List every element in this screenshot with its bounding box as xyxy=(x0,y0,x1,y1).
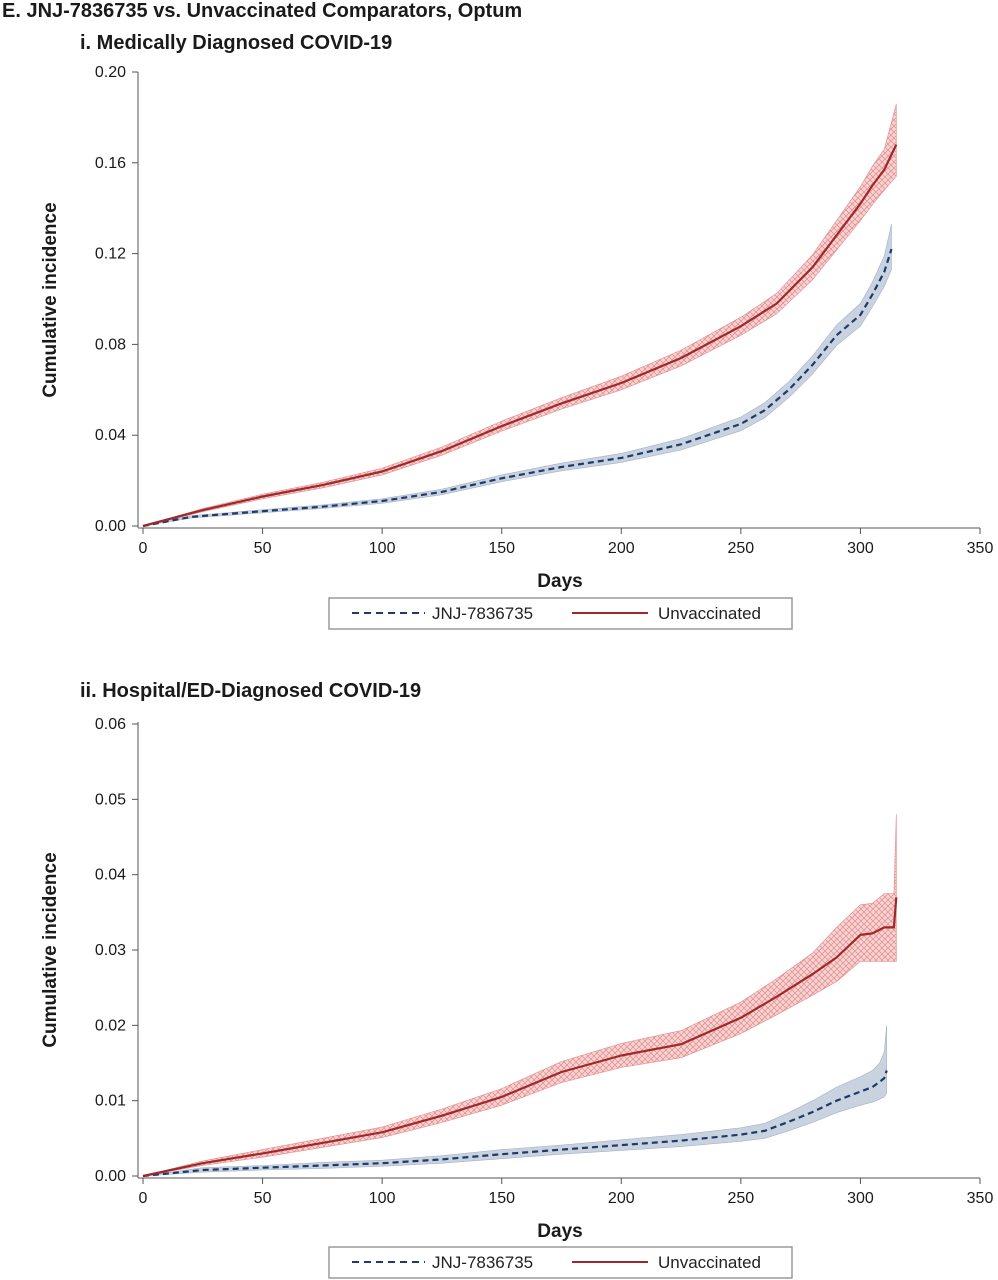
x-tick-label: 50 xyxy=(254,540,272,557)
x-axis-title: Days xyxy=(537,1221,582,1242)
y-ticks: 0.00 0.04 0.08 0.12 0.16 0.20 xyxy=(95,64,138,535)
y-tick-label: 0.08 xyxy=(95,336,126,353)
y-tick-label: 0.04 xyxy=(95,427,126,444)
x-tick-label: 100 xyxy=(369,540,396,557)
y-tick-label: 0.12 xyxy=(95,246,126,263)
legend-label-jnj: JNJ-7836735 xyxy=(432,604,533,623)
legend-label-unvaccinated: Unvaccinated xyxy=(658,1253,761,1272)
y-tick-label: 0.02 xyxy=(95,1017,126,1034)
legend-label-jnj: JNJ-7836735 xyxy=(432,1253,533,1272)
jnj-confidence-band xyxy=(142,1025,887,1177)
unvaccinated-confidence-band xyxy=(142,814,897,1177)
y-tick-label: 0.16 xyxy=(95,155,126,172)
y-tick-label: 0.00 xyxy=(95,518,126,535)
x-tick-label: 0 xyxy=(139,1190,148,1207)
y-axis-title: Cumulative incidence xyxy=(40,852,61,1047)
x-tick-label: 0 xyxy=(139,540,148,557)
x-tick-label: 50 xyxy=(254,1190,272,1207)
x-tick-label: 350 xyxy=(967,1190,994,1207)
jnj-confidence-band xyxy=(142,224,892,527)
confidence-bands xyxy=(142,814,897,1177)
y-axis-title: Cumulative incidence xyxy=(40,202,61,397)
panel-1-title: i. Medically Diagnosed COVID-19 xyxy=(80,32,393,54)
x-ticks: 0 50 100 150 200 250 300 350 xyxy=(139,1178,994,1207)
unvaccinated-series-line xyxy=(142,897,898,1178)
x-tick-label: 200 xyxy=(608,540,635,557)
x-tick-label: 200 xyxy=(608,1190,635,1207)
confidence-bands xyxy=(142,103,897,527)
unvaccinated-series-line xyxy=(142,144,898,528)
y-tick-label: 0.03 xyxy=(95,942,126,959)
legend: JNJ-7836735 Unvaccinated xyxy=(328,597,793,630)
y-tick-label: 0.20 xyxy=(95,64,126,81)
series-lines xyxy=(142,144,898,528)
figure-title: E. JNJ-7836735 vs. Unvaccinated Comparat… xyxy=(2,0,523,22)
y-tick-label: 0.01 xyxy=(95,1093,126,1110)
x-tick-label: 300 xyxy=(847,540,874,557)
x-tick-label: 350 xyxy=(967,540,994,557)
panel-2-title: ii. Hospital/ED-Diagnosed COVID-19 xyxy=(80,680,422,702)
axes xyxy=(137,72,980,529)
x-tick-label: 250 xyxy=(728,540,755,557)
y-tick-label: 0.00 xyxy=(95,1168,126,1185)
unvaccinated-confidence-band xyxy=(142,103,897,527)
legend-label-unvaccinated: Unvaccinated xyxy=(658,604,761,623)
panel-1-chart: 0.00 0.04 0.08 0.12 0.16 0.20 0 50 100 150 200 250… xyxy=(40,64,994,630)
y-tick-label: 0.04 xyxy=(95,867,126,884)
x-ticks: 0 50 100 150 200 250 300 350 xyxy=(139,528,994,557)
x-tick-label: 100 xyxy=(369,1190,396,1207)
y-tick-label: 0.06 xyxy=(95,716,126,733)
x-tick-label: 150 xyxy=(488,540,515,557)
x-tick-label: 150 xyxy=(488,1190,515,1207)
x-axis-title: Days xyxy=(537,571,582,592)
series-lines xyxy=(142,897,898,1178)
y-tick-label: 0.05 xyxy=(95,791,126,808)
jnj-series-line xyxy=(142,248,893,528)
x-tick-label: 300 xyxy=(847,1190,874,1207)
x-tick-label: 250 xyxy=(728,1190,755,1207)
y-ticks: 0.00 0.01 0.02 0.03 0.04 0.05 0.06 xyxy=(95,716,138,1185)
legend: JNJ-7836735 Unvaccinated xyxy=(328,1246,793,1279)
panel-2-chart: 0.00 0.01 0.02 0.03 0.04 0.05 0.06 0 50 100 150 20… xyxy=(40,716,994,1279)
